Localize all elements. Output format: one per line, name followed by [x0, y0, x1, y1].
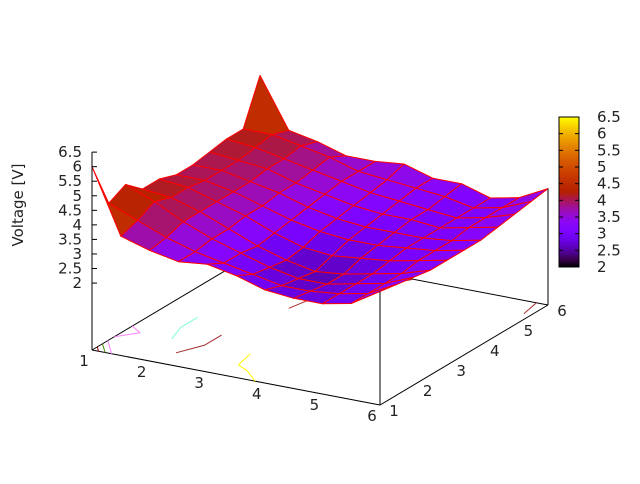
contour-line [107, 253, 281, 354]
y-tick-label: 6 [557, 302, 567, 320]
colorbar-tick-label: 2 [597, 258, 607, 276]
base-edge [379, 304, 549, 406]
z-tick-label: 2 [72, 274, 82, 292]
z-axis-label: Voltage [V] [9, 164, 27, 247]
z-tick-label: 6.5 [58, 143, 82, 161]
x-tick-label: 2 [137, 363, 147, 381]
colorbar-tick-label: 5.5 [597, 141, 621, 159]
base-edge [91, 349, 381, 406]
surface-quad [242, 74, 290, 135]
y-tick-label: 2 [423, 382, 433, 400]
x-tick-label: 5 [310, 396, 320, 414]
x-tick-label: 3 [194, 374, 204, 392]
colorbar-tick-label: 6.5 [597, 108, 621, 126]
z-tick-label: 3.5 [58, 230, 82, 248]
z-tick-label: 4 [72, 216, 82, 234]
surface-quad [350, 283, 398, 304]
x-tick-label: 4 [252, 385, 262, 403]
z-tick-label: 5.5 [58, 172, 82, 190]
z-tick-label: 6 [72, 158, 82, 176]
colorbar-tick-label: 2.5 [597, 241, 621, 259]
colorbar: 22.533.544.555.566.5 [558, 108, 621, 276]
colorbar-tick-label: 4.5 [597, 175, 621, 193]
y-tick-label: 4 [490, 342, 500, 360]
z-tick-label: 2.5 [58, 260, 82, 278]
contour-line [175, 278, 537, 354]
colorbar-tick-label: 3 [597, 225, 607, 243]
y-tick-label: 3 [456, 362, 466, 380]
colorbar-tick-label: 6 [597, 125, 607, 143]
colorbar-gradient [558, 116, 580, 268]
colorbar-tick-label: 3.5 [597, 208, 621, 226]
contour-line [238, 353, 256, 382]
z-tick-label: 3 [72, 245, 82, 263]
contour-line [171, 316, 198, 340]
x-tick-label: 1 [79, 352, 89, 370]
colorbar-tick-label: 5 [597, 158, 607, 176]
x-tick-label: 6 [367, 407, 377, 425]
y-tick-label: 5 [524, 322, 534, 340]
z-tick-label: 5 [72, 187, 82, 205]
y-tick-label: 1 [389, 402, 399, 420]
z-tick-label: 4.5 [58, 201, 82, 219]
colorbar-tick-label: 4 [597, 191, 607, 209]
surface [91, 74, 549, 305]
